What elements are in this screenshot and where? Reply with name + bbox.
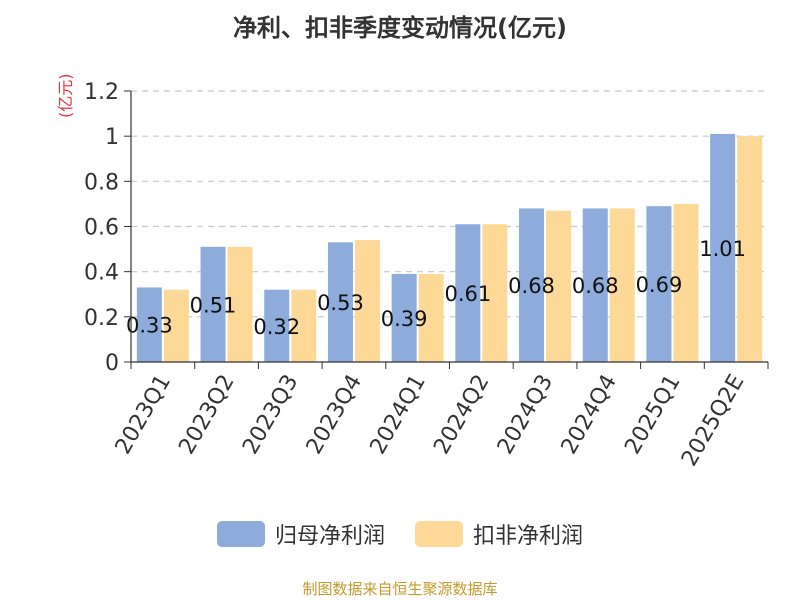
y-tick-label: 0.4 (84, 261, 119, 286)
x-tick-label: 2024Q2 (429, 370, 494, 458)
bar-deducted-profit (227, 246, 253, 362)
x-tick-label: 2024Q3 (493, 371, 558, 459)
legend-item-net-profit[interactable]: 归母净利润 (216, 518, 385, 550)
legend-label-net-profit: 归母净利润 (274, 524, 385, 549)
legend-label-deducted-profit: 扣非净利润 (473, 524, 584, 549)
bar-net-profit (391, 273, 417, 362)
source-note: 制图数据来自恒生聚源数据库 (302, 580, 498, 598)
bar-deducted-profit (291, 289, 317, 362)
bar-deducted-profit (609, 208, 635, 362)
y-tick-label: 1 (105, 125, 119, 150)
bar-deducted-profit (163, 289, 189, 362)
legend: 归母净利润 扣非净利润 (0, 518, 800, 550)
x-tick-label: 2023Q4 (302, 371, 367, 459)
data-label: 0.69 (636, 273, 683, 297)
x-tick-label: 2025Q1 (620, 371, 685, 459)
bar-net-profit (646, 206, 672, 362)
x-tick-label: 2023Q1 (111, 371, 176, 459)
bar-deducted-profit (354, 240, 380, 362)
bar-net-profit (710, 133, 736, 362)
data-label: 0.32 (253, 315, 300, 339)
data-label: 0.53 (317, 291, 364, 315)
x-tick-label: 2024Q1 (366, 371, 431, 459)
bar-net-profit (136, 287, 162, 362)
bar-deducted-profit (546, 210, 572, 362)
bar-deducted-profit (737, 136, 763, 362)
data-label: 0.33 (126, 314, 173, 338)
bar-deducted-profit (418, 273, 444, 362)
data-label: 1.01 (699, 237, 746, 261)
bar-deducted-profit (673, 203, 699, 362)
x-tick-label: 2023Q3 (238, 371, 303, 459)
data-label: 0.61 (444, 282, 491, 306)
legend-swatch-deducted-profit (415, 521, 463, 547)
bar-net-profit (200, 246, 226, 362)
legend-item-deducted-profit[interactable]: 扣非净利润 (415, 518, 583, 550)
bar-net-profit (455, 224, 481, 362)
data-label: 0.51 (190, 293, 237, 317)
bar-net-profit (519, 208, 545, 362)
x-tick-label: 2025Q2E (677, 371, 749, 471)
data-label: 0.39 (381, 307, 428, 331)
y-tick-label: 0 (105, 351, 119, 376)
legend-swatch-net-profit (216, 521, 265, 547)
bar-net-profit (582, 208, 608, 362)
chart-title: 净利、扣非季度变动情况(亿元) (233, 14, 567, 42)
y-tick-label: 0.2 (84, 306, 119, 331)
y-tick-label: 0.6 (84, 216, 119, 241)
data-label: 0.68 (572, 274, 619, 298)
y-tick-label: 1.2 (84, 80, 119, 105)
x-tick-label: 2024Q4 (557, 371, 622, 459)
y-tick-label: 0.8 (84, 170, 119, 195)
bar-net-profit (264, 289, 290, 362)
x-tick-label: 2023Q2 (174, 371, 239, 459)
data-label: 0.68 (508, 274, 555, 298)
bar-net-profit (327, 242, 353, 362)
bar-deducted-profit (482, 224, 508, 362)
